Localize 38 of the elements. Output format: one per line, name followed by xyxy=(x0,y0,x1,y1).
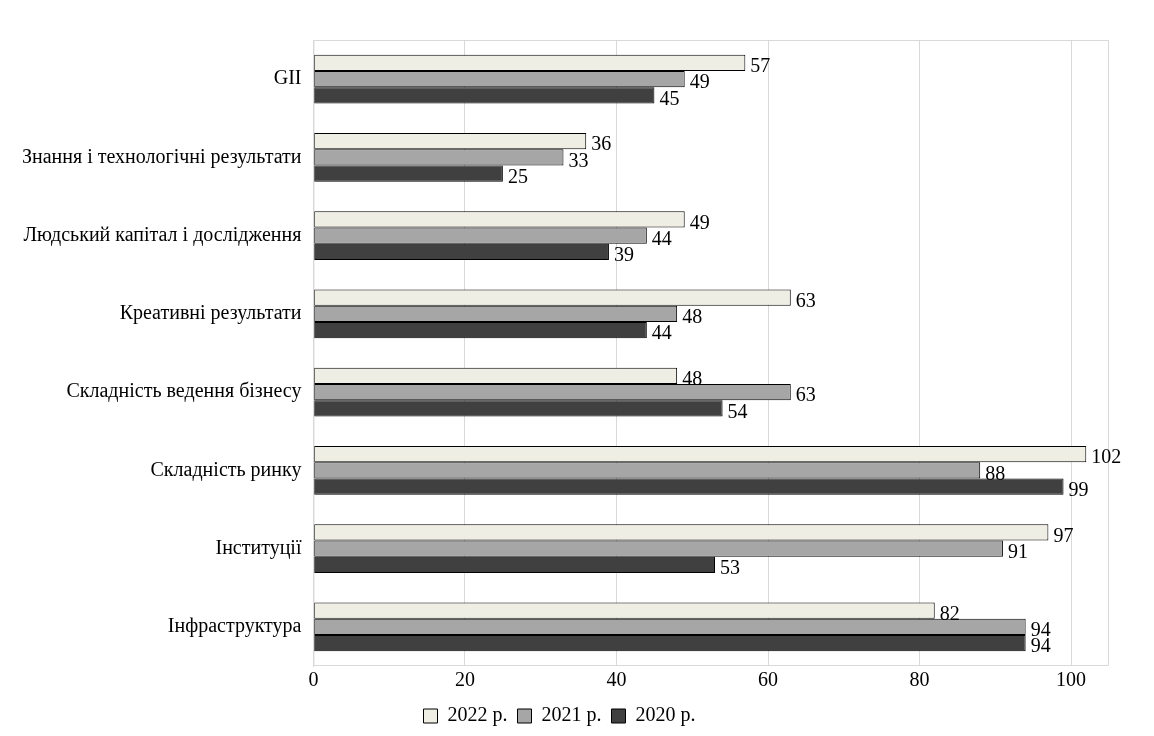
y-tick-label: Людський капітал і дослідження xyxy=(23,222,302,246)
data-label: 36 xyxy=(591,132,612,155)
data-label: 63 xyxy=(795,288,816,311)
x-tick-label: 80 xyxy=(909,668,930,691)
data-label: 82 xyxy=(939,601,960,624)
legend-label: 2022 р. xyxy=(447,703,508,727)
data-label: 91 xyxy=(1007,539,1028,562)
y-tick-label: Знання і технологічні результати xyxy=(21,144,302,168)
data-label: 44 xyxy=(651,321,672,344)
data-label: 44 xyxy=(651,226,672,249)
y-tick-label: GII xyxy=(273,66,302,89)
data-label: 53 xyxy=(720,556,741,579)
x-tick-label: 60 xyxy=(758,668,779,691)
y-tick-label: Складність ведення бізнесу xyxy=(66,379,302,403)
x-tick-label: 0 xyxy=(308,668,319,691)
data-label: 54 xyxy=(727,399,748,422)
data-label: 33 xyxy=(568,148,589,171)
data-label: 49 xyxy=(689,70,710,93)
data-label: 97 xyxy=(1053,523,1074,546)
data-label: 88 xyxy=(985,461,1006,484)
y-tick-label: Складність ринку xyxy=(150,457,302,481)
y-tick-label: Інституції xyxy=(215,535,302,559)
x-tick-label: 100 xyxy=(1056,668,1087,691)
data-label: 49 xyxy=(689,210,710,233)
data-label: 63 xyxy=(795,383,816,406)
x-tick-label: 20 xyxy=(454,668,475,691)
x-tick-label: 40 xyxy=(606,668,627,691)
data-label: 99 xyxy=(1068,477,1089,500)
data-label: 102 xyxy=(1091,445,1122,468)
y-tick-label: Інфраструктура xyxy=(167,614,302,638)
legend-label: 2020 р. xyxy=(635,703,696,727)
data-label: 57 xyxy=(750,54,771,77)
data-label: 45 xyxy=(659,86,680,109)
data-label: 39 xyxy=(613,243,634,266)
legend-label: 2021 р. xyxy=(541,703,602,727)
data-label: 48 xyxy=(682,305,703,328)
data-label: 25 xyxy=(507,164,528,187)
y-tick-label: Креативні результати xyxy=(119,301,302,325)
